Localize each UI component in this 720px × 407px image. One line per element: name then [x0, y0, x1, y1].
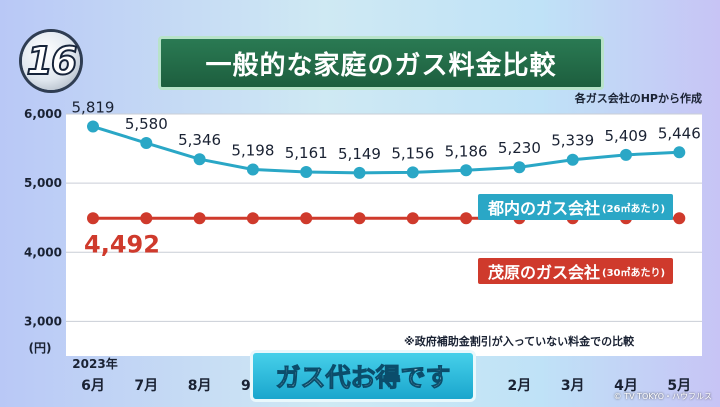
- data-label: 5,198: [231, 141, 274, 159]
- title-banner: 一般的な家庭のガス料金比較: [158, 36, 604, 90]
- data-point: [673, 146, 686, 159]
- data-point: [353, 166, 366, 179]
- data-label: 5,580: [125, 115, 168, 133]
- footnote: ※政府補助金割引が入っていない料金での比較: [404, 335, 635, 348]
- data-point: [193, 153, 206, 166]
- data-label: 4,492: [84, 230, 160, 258]
- data-label: 5,446: [658, 124, 701, 142]
- y-tick-label: 4,000: [24, 245, 62, 259]
- data-label: 5,339: [551, 132, 594, 150]
- data-point: [406, 166, 419, 179]
- copyright: © TV TOKYO・ハウフルス: [613, 392, 712, 401]
- channel-logo: 16: [22, 32, 80, 90]
- plot-area: [66, 114, 702, 356]
- data-label: 5,819: [72, 99, 115, 117]
- data-point: [460, 212, 473, 225]
- y-tick-label: 5,000: [24, 176, 62, 190]
- data-point: [460, 164, 473, 177]
- data-label: 5,149: [338, 145, 381, 163]
- data-label: 5,409: [605, 127, 648, 145]
- caption-subtitle: ガス代お得です: [250, 350, 476, 402]
- legend-tokyo-gas-unit: (26㎥あたり): [602, 203, 666, 215]
- data-point: [300, 212, 313, 225]
- data-label: 5,161: [285, 144, 328, 162]
- x-tick-label: 3月: [561, 378, 585, 394]
- y-tick-label: 3,000: [24, 314, 62, 328]
- legend-mobara-gas-name: 茂原のガス会社: [488, 263, 601, 282]
- x-tick-label: 7月: [134, 378, 158, 394]
- data-point: [87, 120, 99, 133]
- legend-mobara-gas: 茂原のガス会社 (30㎥あたり): [478, 258, 674, 284]
- data-point: [193, 212, 206, 225]
- series-line: [92, 125, 680, 175]
- data-point: [620, 148, 632, 161]
- source-note: 各ガス会社のHPから作成: [574, 92, 702, 105]
- y-axis-unit: (円): [29, 341, 52, 355]
- data-point: [673, 212, 686, 225]
- x-year-label: 2023年: [72, 356, 117, 371]
- data-point: [140, 137, 153, 150]
- data-point: [87, 212, 99, 225]
- y-tick-label: 6,000: [24, 107, 62, 121]
- x-tick-label: 6月: [81, 378, 105, 394]
- data-point: [246, 163, 259, 176]
- x-tick-label: 5月: [667, 378, 691, 394]
- data-label: 5,346: [178, 131, 221, 149]
- chart-title: 一般的な家庭のガス料金比較: [205, 50, 557, 81]
- legend-mobara-gas-unit: (30㎥あたり): [602, 267, 666, 279]
- data-point: [513, 161, 526, 174]
- data-point: [353, 212, 366, 225]
- data-label: 5,156: [391, 144, 434, 162]
- x-tick-label: 8月: [188, 378, 212, 394]
- data-point: [300, 166, 313, 179]
- channel-logo-number: 16: [26, 38, 79, 84]
- data-point: [406, 212, 419, 225]
- data-point: [140, 212, 153, 225]
- data-point: [246, 212, 259, 225]
- data-label: 5,186: [445, 142, 488, 160]
- x-tick-label: 4月: [614, 378, 638, 394]
- legend-tokyo-gas: 都内のガス会社 (26㎥あたり): [478, 194, 674, 220]
- data-point: [566, 153, 579, 166]
- data-label: 5,230: [498, 139, 541, 157]
- x-tick-label: 2月: [508, 378, 532, 394]
- legend-tokyo-gas-name: 都内のガス会社: [488, 199, 601, 218]
